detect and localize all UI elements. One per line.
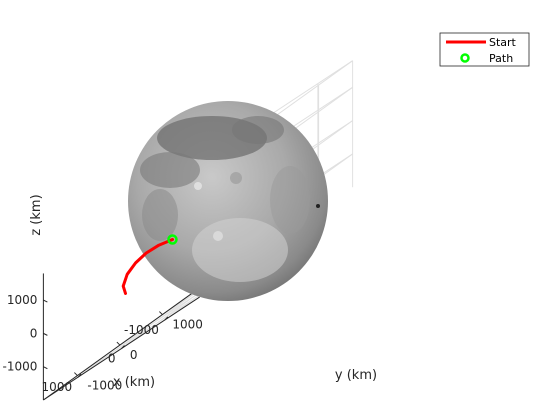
z-tick-mark [43,299,48,303]
x-tick-label: 0 [108,352,116,366]
y-tick-mark [116,341,121,346]
legend-path-label: Path [489,52,513,65]
y-tick-label: -1000 [87,379,122,393]
z-tick-label: 0 [30,326,38,340]
legend-path-swatch [460,53,470,63]
y-tick-labels: 1000 0 -1000 [87,318,203,393]
series-start-line [121,238,174,295]
series-path-point [167,234,178,245]
axes-lines [42,273,200,401]
y-tick-mark [74,372,78,376]
legend-start-label: Start [489,36,517,49]
x-axis-label: x (km) [113,375,155,390]
plot-marks [121,234,178,295]
x-tick-mark [121,345,125,349]
legend-box [439,32,530,67]
y-tick-mark [159,311,163,315]
z-tick-labels: 1000 0 -1000 [3,293,38,374]
z-tick-mark [43,366,48,370]
z-tick-label: 1000 [7,293,38,307]
x-tick-mark [164,316,169,321]
x-tick-labels: 1000 0 -1000 [42,323,159,394]
moon-sphere [128,101,328,301]
y-axis-line [43,289,197,401]
z-tick-mark [43,332,48,336]
y-tick-label: 0 [130,348,138,362]
z-tick-label: -1000 [3,360,38,374]
y-axis-label: y (km) [335,368,377,383]
legend: Start Path [439,32,530,67]
x-tick-mark [77,373,82,378]
z-axis-label: z (km) [29,194,44,235]
x-tick-label: -1000 [124,323,159,337]
y-tick-label: 1000 [172,318,203,332]
x-tick-label: 1000 [42,380,73,394]
